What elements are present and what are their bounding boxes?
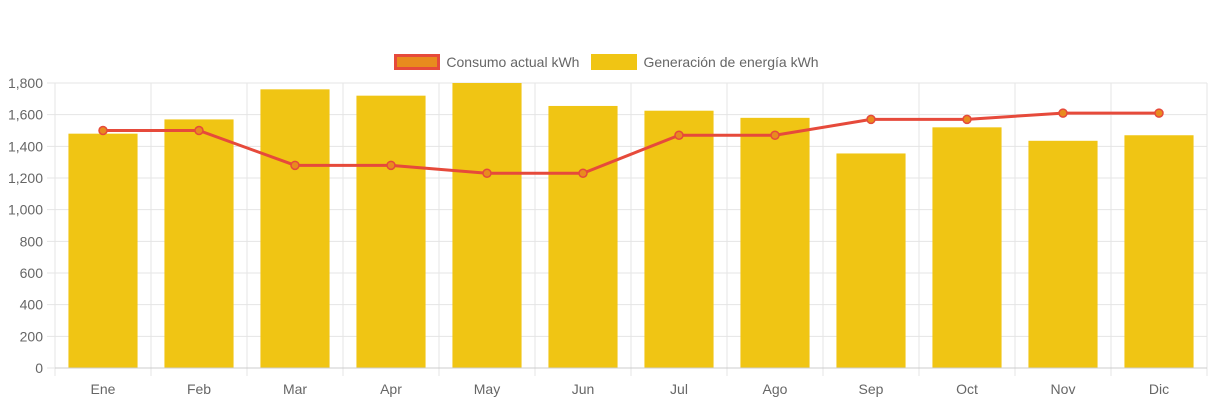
point-consumo: [770, 130, 780, 140]
x-tick-label: Oct: [956, 381, 978, 397]
x-tick-label: Nov: [1051, 381, 1076, 397]
legend-swatch-generacion: [591, 54, 638, 70]
y-tick-label: 800: [20, 233, 44, 249]
legend-item-generacion[interactable]: Generación de energía kWh: [591, 54, 819, 70]
line-consumo: [103, 111, 1159, 175]
bar-generacion: [1124, 135, 1194, 368]
y-tick-label: 1,600: [8, 107, 43, 123]
bar-generacion: [260, 89, 330, 368]
point-consumo: [578, 168, 588, 178]
x-tick-label: Apr: [380, 381, 402, 397]
legend-label-generacion: Generación de energía kWh: [643, 54, 819, 70]
y-tick-label: 1,200: [8, 170, 43, 186]
x-tick-label: May: [474, 381, 500, 397]
bar-generacion: [740, 117, 810, 368]
bar-generacion: [548, 105, 618, 368]
y-tick-label: 200: [20, 328, 44, 344]
point-consumo: [290, 160, 300, 171]
y-tick-label: 1,000: [8, 202, 43, 218]
x-tick-label: Feb: [187, 381, 211, 397]
point-consumo: [674, 130, 684, 140]
legend-label-consumo: Consumo actual kWh: [446, 54, 580, 70]
point-consumo: [98, 125, 108, 136]
legend-swatch-consumo: [394, 54, 441, 70]
bar-generacion: [644, 110, 714, 368]
point-consumo: [1058, 108, 1068, 118]
point-consumo: [1154, 108, 1164, 118]
point-consumo: [386, 160, 396, 171]
x-tick-label: Jul: [670, 381, 688, 397]
bar-generacion: [1028, 140, 1098, 368]
x-tick-label: Ene: [91, 381, 116, 397]
bar-generacion: [164, 119, 234, 369]
x-tick-label: Sep: [859, 381, 884, 397]
y-tick-label: 1,400: [8, 138, 43, 154]
bar-generacion: [836, 153, 906, 368]
bar-generacion: [356, 95, 426, 369]
bar-generacion: [452, 83, 522, 368]
y-tick-label: 0: [35, 360, 43, 376]
x-tick-label: Dic: [1149, 381, 1169, 397]
bar-generacion: [68, 133, 138, 368]
point-consumo: [482, 168, 492, 178]
point-consumo: [962, 114, 972, 125]
y-tick-label: 600: [20, 265, 44, 281]
chart-legend: Consumo actual kWh Generación de energía…: [0, 51, 1213, 73]
x-tick-label: Mar: [283, 381, 307, 397]
bar-generacion: [932, 127, 1002, 368]
point-consumo: [194, 125, 204, 136]
x-tick-label: Jun: [572, 381, 595, 397]
x-tick-label: Ago: [763, 381, 788, 397]
y-tick-label: 400: [20, 297, 44, 313]
y-tick-label: 1,800: [8, 75, 43, 91]
legend-item-consumo[interactable]: Consumo actual kWh: [394, 54, 579, 70]
point-consumo: [866, 114, 876, 125]
